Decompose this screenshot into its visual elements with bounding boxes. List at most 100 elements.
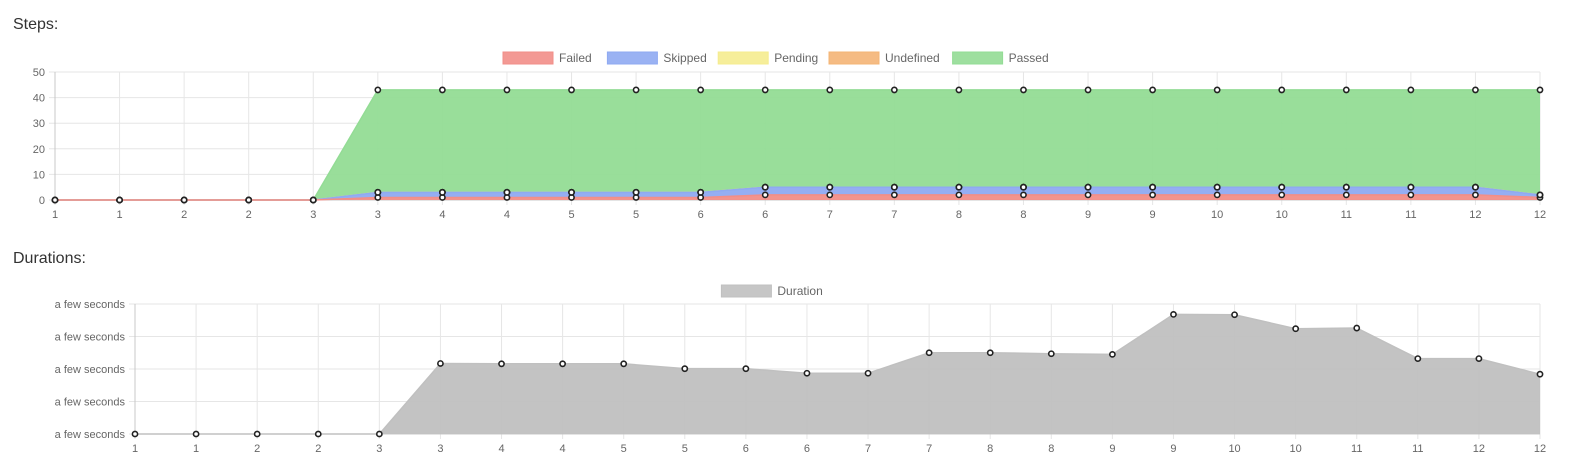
data-point-duration: [377, 431, 382, 436]
x-tick-label: 10: [1276, 209, 1288, 221]
data-point-passed: [117, 197, 122, 202]
data-point-passed: [182, 197, 187, 202]
x-tick-label: 2: [246, 209, 252, 221]
x-tick-label: 5: [621, 443, 627, 455]
x-tick-label: 11: [1351, 443, 1362, 455]
x-tick-label: 5: [633, 209, 639, 221]
durations-chart: Duration a few seconds a few seconds a few …: [0, 275, 1573, 465]
legend-swatch-passed: [953, 52, 1003, 64]
data-point-duration: [1049, 351, 1054, 356]
x-tick-label: 2: [181, 209, 187, 221]
data-point-passed: [311, 197, 316, 202]
data-point-failed: [1408, 192, 1413, 197]
data-point-undefined: [1215, 185, 1220, 190]
data-point-duration: [560, 361, 565, 366]
legend-swatch-skipped: [607, 52, 657, 64]
x-tick-label: 12: [1534, 443, 1546, 455]
data-point-failed: [1150, 192, 1155, 197]
data-point-undefined: [1344, 185, 1349, 190]
data-point-failed: [763, 192, 768, 197]
data-point-undefined: [763, 185, 768, 190]
data-point-undefined: [1473, 185, 1478, 190]
data-point-undefined: [1537, 192, 1542, 197]
data-point-passed: [763, 87, 768, 92]
data-point-passed: [1279, 87, 1284, 92]
x-tick-label: 4: [439, 209, 445, 221]
x-tick-label: 10: [1290, 443, 1302, 455]
x-tick-label: 12: [1469, 209, 1481, 221]
x-tick-label: 1: [52, 209, 58, 221]
x-tick-label: 8: [987, 443, 993, 455]
data-point-duration: [1476, 356, 1481, 361]
data-point-passed: [440, 87, 445, 92]
data-point-duration: [1232, 312, 1237, 317]
x-tick-label: 11: [1405, 209, 1416, 221]
x-tick-label: 7: [865, 443, 871, 455]
data-point-passed: [1021, 87, 1026, 92]
data-point-duration: [1293, 326, 1298, 331]
y-tick-label: 30: [33, 118, 45, 130]
x-tick-label: 11: [1341, 209, 1352, 221]
legend-label-failed: Failed: [559, 51, 592, 65]
data-point-undefined: [1085, 185, 1090, 190]
data-point-failed: [1215, 192, 1220, 197]
x-tick-label: 3: [310, 209, 316, 221]
data-point-passed: [569, 87, 574, 92]
data-point-passed: [375, 87, 380, 92]
data-point-passed: [246, 197, 251, 202]
x-tick-label: 12: [1534, 209, 1546, 221]
data-point-duration: [682, 366, 687, 371]
data-point-undefined: [440, 190, 445, 195]
data-point-duration: [193, 431, 198, 436]
data-point-passed: [1150, 87, 1155, 92]
data-point-undefined: [569, 190, 574, 195]
data-point-undefined: [827, 185, 832, 190]
legend-label-skipped: Skipped: [663, 51, 706, 65]
data-point-failed: [827, 192, 832, 197]
data-point-duration: [1354, 325, 1359, 330]
legend-swatch-duration: [721, 285, 771, 297]
x-tick-label: 3: [375, 209, 381, 221]
x-tick-label: 8: [1020, 209, 1026, 221]
data-point-passed: [1215, 87, 1220, 92]
data-point-passed: [1473, 87, 1478, 92]
x-tick-label: 2: [315, 443, 321, 455]
data-point-duration: [316, 431, 321, 436]
data-point-passed: [1344, 87, 1349, 92]
legend-label-undefined: Undefined: [885, 51, 940, 65]
data-point-duration: [499, 361, 504, 366]
series-area-duration: [135, 314, 1540, 434]
y-tick-label: a few seconds: [55, 397, 126, 409]
data-point-undefined: [698, 190, 703, 195]
data-point-passed: [1537, 87, 1542, 92]
x-tick-label: 2: [254, 443, 260, 455]
x-tick-label: 9: [1150, 209, 1156, 221]
series-area-failed: [55, 195, 1540, 200]
x-tick-label: 8: [1048, 443, 1054, 455]
data-point-undefined: [1150, 185, 1155, 190]
y-tick-label: 20: [33, 144, 45, 156]
x-tick-label: 7: [891, 209, 897, 221]
data-point-failed: [1021, 192, 1026, 197]
data-point-undefined: [1279, 185, 1284, 190]
y-tick-label: a few seconds: [55, 364, 126, 376]
x-tick-label: 6: [743, 443, 749, 455]
x-tick-label: 1: [132, 443, 138, 455]
data-point-passed: [956, 87, 961, 92]
data-point-failed: [1279, 192, 1284, 197]
data-point-passed: [698, 87, 703, 92]
data-point-undefined: [1021, 185, 1026, 190]
data-point-undefined: [956, 185, 961, 190]
steps-chart: Failed Skipped Pending Undefined Passed 0 10 20…: [0, 40, 1573, 225]
x-tick-label: 6: [804, 443, 810, 455]
data-point-duration: [1171, 312, 1176, 317]
data-point-duration: [1110, 352, 1115, 357]
x-tick-label: 4: [498, 443, 504, 455]
x-tick-label: 9: [1170, 443, 1176, 455]
data-point-duration: [1415, 356, 1420, 361]
x-tick-label: 9: [1109, 443, 1115, 455]
data-point-undefined: [633, 190, 638, 195]
legend-label-pending: Pending: [774, 51, 818, 65]
legend-label-duration: Duration: [777, 284, 822, 298]
data-point-passed: [1408, 87, 1413, 92]
